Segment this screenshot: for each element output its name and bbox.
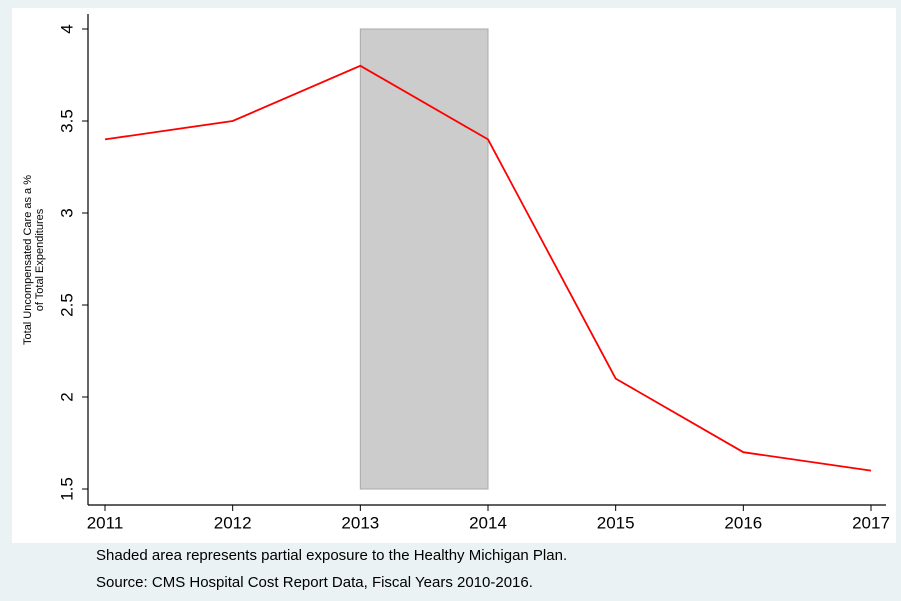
x-tick-label: 2014: [469, 513, 507, 532]
y-tick-label: 2.5: [57, 293, 76, 317]
y-tick-label: 4: [57, 24, 76, 33]
y-axis-label: of Total Expenditures: [34, 208, 46, 311]
y-tick-label: 3: [57, 208, 76, 217]
x-tick-label: 2016: [724, 513, 762, 532]
y-tick-label: 3.5: [57, 109, 76, 133]
x-tick-label: 2017: [852, 513, 890, 532]
x-tick-label: 2012: [214, 513, 252, 532]
y-tick-label: 2: [57, 392, 76, 401]
data-line: [104, 64, 872, 472]
y-axis-label: Total Uncompensated Care as a %: [22, 175, 34, 345]
y-tick-label: 1.5: [57, 477, 76, 501]
note: Source: CMS Hospital Cost Report Data, F…: [96, 574, 533, 591]
x-tick-label: 2011: [87, 513, 124, 532]
x-tick-label: 2015: [597, 513, 635, 532]
note: Shaded area represents partial exposure …: [96, 547, 567, 564]
x-tick-label: 2013: [341, 513, 379, 532]
shaded-region: [359, 28, 489, 490]
